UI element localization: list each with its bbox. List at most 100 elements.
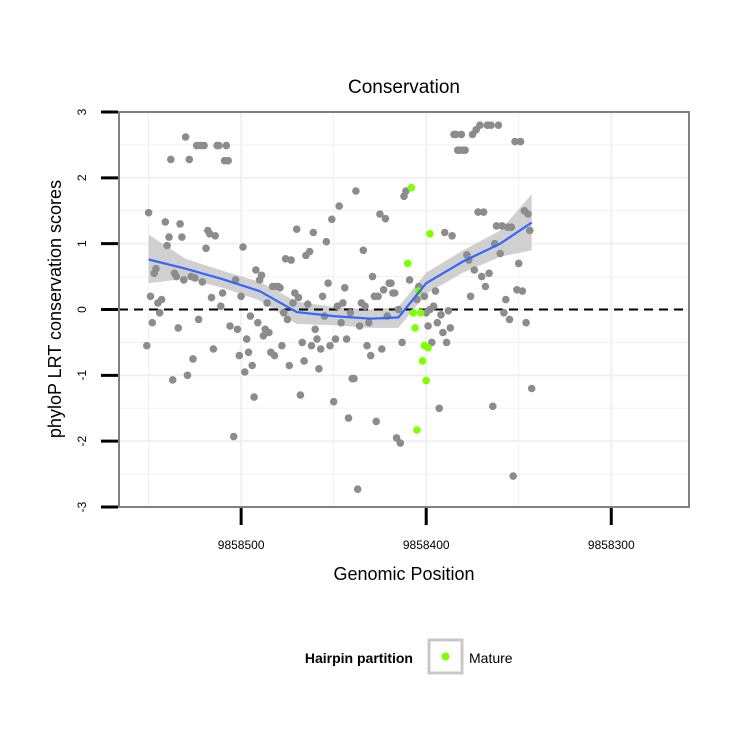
- conservation-point: [350, 374, 358, 383]
- x-tick-label: 9858500: [218, 538, 265, 552]
- conservation-point: [333, 302, 342, 311]
- conservation-point: [511, 137, 519, 146]
- x-tick-label: 9858300: [588, 538, 635, 552]
- conservation-point: [185, 155, 194, 164]
- conservation-point: [270, 351, 279, 360]
- conservation-point: [387, 279, 395, 288]
- conservation-point: [218, 289, 227, 297]
- conservation-point: [429, 302, 438, 311]
- conservation-point: [189, 355, 197, 363]
- conservation-point: [289, 299, 297, 307]
- conservation-point: [372, 417, 381, 426]
- conservation-point: [180, 276, 188, 284]
- conservation-point: [442, 338, 451, 347]
- conservation-point: [152, 264, 160, 273]
- conservation-point: [424, 322, 432, 330]
- conservation-point: [157, 295, 166, 304]
- conservation-point: [335, 202, 344, 210]
- conservation-point: [248, 361, 256, 370]
- legend-key-mature-dot: [441, 652, 450, 661]
- conservation-point: [342, 335, 351, 343]
- legend-entry-mature: Mature: [469, 650, 513, 666]
- conservation-point: [239, 243, 247, 251]
- conservation-point: [527, 384, 536, 393]
- conservation-point: [246, 312, 255, 320]
- conservation-point: [309, 228, 318, 237]
- conservation-point: [172, 272, 181, 281]
- plot-panel-border: [118, 111, 690, 508]
- conservation-point: [174, 324, 182, 332]
- conservation-point: [326, 341, 334, 350]
- conservation-point: [265, 328, 273, 337]
- conservation-point: [524, 210, 532, 218]
- conservation-point: [494, 121, 503, 129]
- conservation-point: [194, 315, 203, 324]
- conservation-point: [502, 295, 510, 304]
- conservation-point: [420, 292, 429, 301]
- conservation-point: [217, 302, 225, 311]
- data-points: [143, 121, 536, 494]
- conservation-point: [307, 341, 316, 350]
- loess-smooth-line: [148, 221, 533, 320]
- conservation-point: [341, 284, 349, 292]
- conservation-point: [457, 130, 466, 139]
- conservation-point: [163, 241, 171, 250]
- conservation-point: [148, 318, 157, 327]
- conservation-point: [398, 338, 406, 347]
- conservation-point: [374, 292, 382, 301]
- y-tick-label: -2: [75, 436, 89, 447]
- x-axis-title: Genomic Position: [333, 564, 474, 584]
- conservation-point: [278, 341, 286, 350]
- conservation-point: [474, 208, 482, 216]
- conservation-point: [522, 318, 530, 327]
- conservation-point: [479, 208, 488, 216]
- conservation-point: [505, 315, 514, 324]
- conservation-point: [507, 223, 516, 231]
- conservation-point: [294, 293, 303, 302]
- legend-title: Hairpin partition: [305, 650, 413, 666]
- conservation-point: [224, 156, 232, 165]
- conservation-point: [168, 376, 177, 384]
- y-tick-label: 1: [75, 240, 89, 247]
- conservation-point: [346, 309, 355, 317]
- conservation-point: [489, 402, 497, 411]
- mature-point: [407, 183, 416, 192]
- conservation-point: [202, 244, 210, 253]
- conservation-point: [252, 266, 260, 274]
- mature-point: [413, 426, 421, 434]
- conservation-point: [285, 361, 294, 370]
- legend: Hairpin partition Mature: [305, 638, 513, 675]
- conservation-point: [396, 439, 405, 447]
- y-tick-label: 0: [75, 306, 89, 313]
- conservation-point: [167, 155, 175, 164]
- conservation-point: [431, 287, 440, 295]
- conservation-point: [477, 272, 486, 281]
- conservation-point: [253, 318, 262, 327]
- conservation-point: [229, 432, 238, 441]
- mature-point: [418, 357, 427, 365]
- chart-title: Conservation: [348, 77, 460, 98]
- conservation-point: [366, 351, 375, 360]
- conservation-point: [339, 299, 347, 307]
- conservation-point: [200, 141, 208, 150]
- mature-point: [416, 309, 425, 317]
- conservation-point: [440, 228, 449, 237]
- conservation-point: [428, 338, 436, 347]
- conservation-point: [355, 322, 364, 330]
- conservation-point: [365, 318, 373, 327]
- conservation-point: [363, 341, 371, 350]
- conservation-point: [476, 121, 484, 129]
- conservation-point: [492, 222, 501, 230]
- conservation-point: [257, 271, 266, 280]
- mature-point: [424, 343, 432, 352]
- conservation-point: [305, 247, 314, 256]
- conservation-point: [178, 233, 186, 241]
- conservation-point: [378, 345, 386, 353]
- conservation-point: [181, 133, 190, 141]
- y-tick-label: 3: [75, 108, 89, 115]
- x-tick-label: 9858400: [403, 538, 450, 552]
- mature-point: [411, 324, 419, 332]
- conservation-point: [514, 259, 523, 268]
- conservation-point: [376, 210, 384, 218]
